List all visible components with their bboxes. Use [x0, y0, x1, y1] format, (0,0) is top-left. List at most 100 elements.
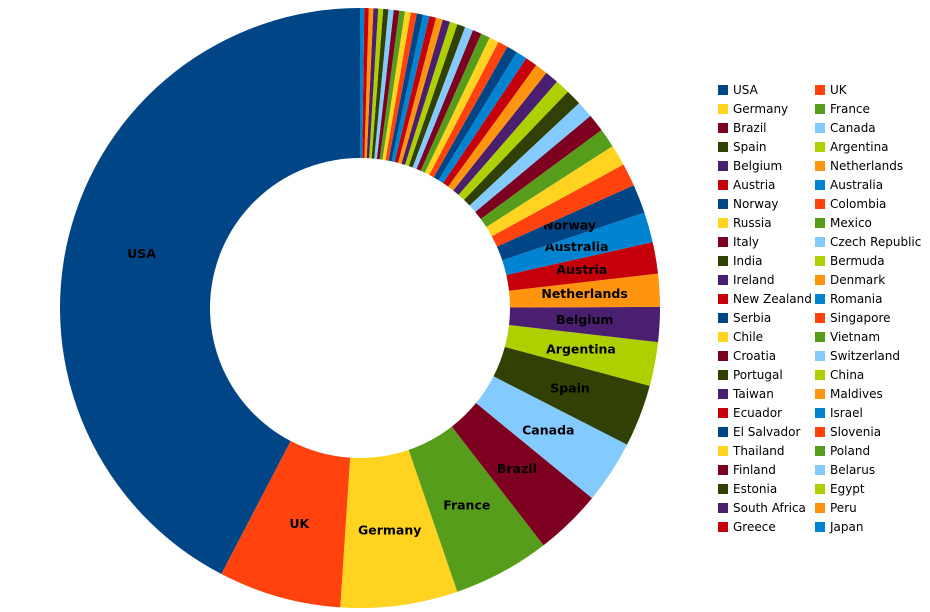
slice-romania — [438, 52, 527, 184]
legend-label: Russia — [733, 215, 772, 230]
legend-label: Chile — [733, 329, 764, 344]
legend-label: Belarus — [830, 462, 876, 477]
legend-label: South Africa — [733, 500, 806, 515]
legend-label: Denmark — [830, 272, 886, 287]
slice-colombia — [491, 164, 634, 247]
legend-item-taiwan: Taiwan — [718, 384, 815, 403]
legend-item-ecuador: Ecuador — [718, 403, 815, 422]
slice-thailand — [382, 11, 411, 161]
legend-swatch-icon — [718, 483, 728, 494]
slice-australia — [502, 212, 653, 276]
legend-label: Czech Republic — [830, 234, 922, 249]
legend-label: Australia — [830, 177, 884, 192]
legend-swatch-icon — [815, 198, 825, 209]
legend-swatch-icon — [815, 103, 825, 114]
slice-czech-republic — [469, 103, 591, 212]
legend-label: Canada — [830, 120, 876, 135]
legend-swatch-icon — [815, 274, 825, 285]
legend-label: Singapore — [830, 310, 891, 325]
legend-swatch-icon — [718, 122, 728, 133]
legend-label: Norway — [733, 196, 779, 211]
legend-item-estonia: Estonia — [718, 479, 815, 498]
legend-label: Switzerland — [830, 348, 900, 363]
legend-swatch-icon — [718, 84, 728, 95]
legend-item-finland: Finland — [718, 460, 815, 479]
legend-item-colombia: Colombia — [815, 194, 921, 213]
legend-item-belarus: Belarus — [815, 460, 921, 479]
legend-label: New Zealand — [733, 291, 812, 306]
legend-swatch-icon — [815, 426, 825, 437]
legend-label: France — [830, 101, 870, 116]
legend-swatch-icon — [815, 407, 825, 418]
slice-belarus — [374, 9, 394, 159]
legend-label: USA — [733, 82, 758, 97]
legend-label: Greece — [733, 519, 776, 534]
legend-swatch-icon — [718, 274, 728, 285]
legend-item-croatia: Croatia — [718, 346, 815, 365]
legend-item-argentina: Argentina — [815, 137, 921, 156]
legend-label: UK — [830, 82, 847, 97]
legend-swatch-icon — [718, 198, 728, 209]
slice-bermuda — [458, 81, 568, 200]
legend-item-germany: Germany — [718, 99, 815, 118]
legend-label: El Salvador — [733, 424, 801, 439]
slice-serbia — [433, 46, 517, 181]
slice-norway — [496, 185, 645, 261]
slice-label-germany: Germany — [358, 523, 421, 538]
legend-label: Ecuador — [733, 405, 783, 420]
legend-label: Serbia — [733, 310, 772, 325]
legend-swatch-icon — [815, 255, 825, 266]
legend-swatch-icon — [815, 84, 825, 95]
legend-item-slovenia: Slovenia — [815, 422, 921, 441]
slice-india — [463, 91, 580, 206]
legend-item-romania: Romania — [815, 289, 921, 308]
slice-label-brazil: Brazil — [497, 461, 537, 476]
legend-label: Japan — [830, 519, 864, 534]
legend-item-thailand: Thailand — [718, 441, 815, 460]
legend-label: Estonia — [733, 481, 778, 496]
legend-item-peru: Peru — [815, 498, 921, 517]
slice-portugal — [408, 24, 466, 168]
legend-swatch-icon — [718, 179, 728, 190]
slice-maldives — [398, 17, 443, 164]
legend-item-ireland: Ireland — [718, 270, 815, 289]
slice-label-norway: Norway — [543, 218, 596, 233]
legend-label: Peru — [830, 500, 857, 515]
legend-item-south-africa: South Africa — [718, 498, 815, 517]
slice-label-usa: USA — [127, 246, 156, 261]
legend-item-italy: Italy — [718, 232, 815, 251]
legend-swatch-icon — [718, 407, 728, 418]
slice-italy — [475, 115, 602, 220]
legend-swatch-icon — [718, 236, 728, 247]
legend-label: Brazil — [733, 120, 767, 135]
legend-swatch-icon — [718, 160, 728, 171]
slice-greece — [362, 8, 369, 159]
legend-label: Portugal — [733, 367, 783, 382]
legend-item-china: China — [815, 365, 921, 384]
slice-poland — [379, 10, 405, 160]
legend-label: Bermuda — [830, 253, 885, 268]
legend-swatch-icon — [815, 331, 825, 342]
legend-label: Israel — [830, 405, 863, 420]
legend-swatch-icon — [815, 464, 825, 475]
slice-peru — [364, 8, 374, 159]
legend-label: Belgium — [733, 158, 783, 173]
slice-argentina — [504, 325, 659, 386]
legend-item-canada: Canada — [815, 118, 921, 137]
legend-item-greece: Greece — [718, 517, 815, 536]
legend-label: Finland — [733, 462, 776, 477]
legend-swatch-icon — [718, 312, 728, 323]
slice-germany — [340, 449, 458, 608]
slice-usa — [59, 8, 361, 575]
legend-item-vietnam: Vietnam — [815, 327, 921, 346]
slice-mexico — [480, 130, 613, 228]
slice-label-belgium: Belgium — [556, 312, 613, 327]
slice-label-australia: Australia — [545, 239, 609, 254]
legend-item-austria: Austria — [718, 175, 815, 194]
legend-label: Thailand — [733, 443, 785, 458]
slice-estonia — [371, 8, 389, 159]
legend-item-usa: USA — [718, 80, 815, 99]
legend-swatch-icon — [815, 160, 825, 171]
legend-item-poland: Poland — [815, 441, 921, 460]
